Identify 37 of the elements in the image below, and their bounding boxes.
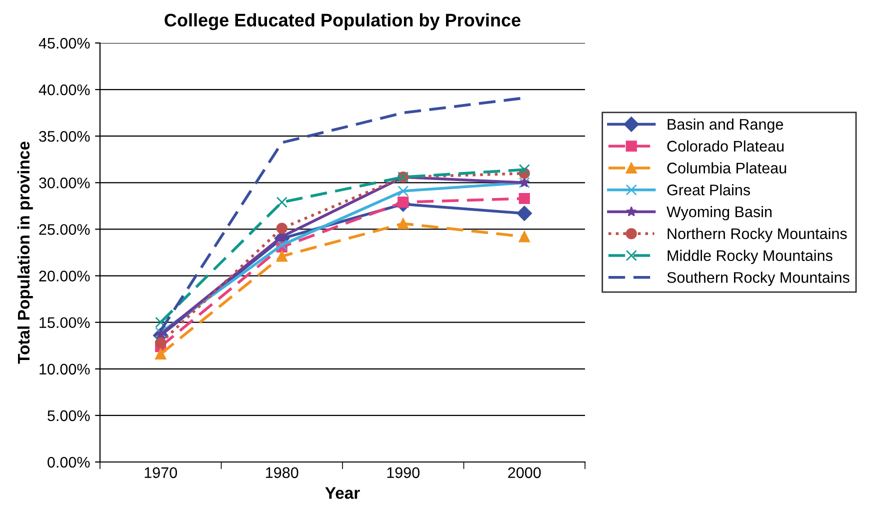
point bbox=[155, 348, 166, 360]
legend-label: Colorado Plateau bbox=[667, 140, 784, 152]
legend-label: Columbia Plateau bbox=[667, 162, 786, 174]
y-tick-label: 10.00% bbox=[40, 364, 90, 375]
y-tick-label: 40.00% bbox=[38, 84, 90, 96]
x-tick-label: 1990 bbox=[387, 467, 420, 478]
legend-label: Northern Rocky Mountains bbox=[668, 228, 847, 242]
legend-label: Middle Rocky Mountains bbox=[668, 250, 832, 264]
y-tick-label: 35.00% bbox=[39, 130, 90, 142]
x-tick-label: 1970 bbox=[144, 467, 178, 478]
x-tick-label: 2000 bbox=[508, 467, 541, 478]
point bbox=[276, 222, 288, 234]
point bbox=[276, 196, 288, 208]
y-axis-title: Total Population in province bbox=[17, 142, 33, 364]
legend-label: Southern Rocky Mountains bbox=[667, 272, 850, 286]
y-tick-label: 0.00% bbox=[48, 456, 90, 468]
point bbox=[398, 185, 409, 197]
point bbox=[518, 192, 530, 204]
chart-title: College Educated Population by Province bbox=[164, 13, 520, 30]
legend-label: Great Plains bbox=[667, 184, 750, 196]
point bbox=[518, 164, 530, 176]
x-tick-label: 1980 bbox=[266, 467, 298, 478]
y-tick-label: 45.00% bbox=[38, 38, 90, 49]
legend-label: Wyoming Basin bbox=[666, 206, 772, 220]
y-tick-label: 30.00% bbox=[39, 178, 90, 188]
point bbox=[276, 250, 288, 262]
y-tick-label: 25.00% bbox=[39, 224, 90, 235]
y-tick-label: 20.00% bbox=[39, 270, 90, 282]
y-tick-label: 15.00% bbox=[40, 317, 90, 328]
point bbox=[518, 231, 530, 242]
point bbox=[398, 218, 409, 230]
point bbox=[516, 206, 532, 221]
point bbox=[155, 316, 166, 328]
point bbox=[155, 337, 166, 348]
legend-label: Basin and Range bbox=[668, 118, 784, 133]
y-tick-label: 5.00% bbox=[48, 410, 90, 422]
x-axis-title: Year bbox=[325, 487, 360, 499]
